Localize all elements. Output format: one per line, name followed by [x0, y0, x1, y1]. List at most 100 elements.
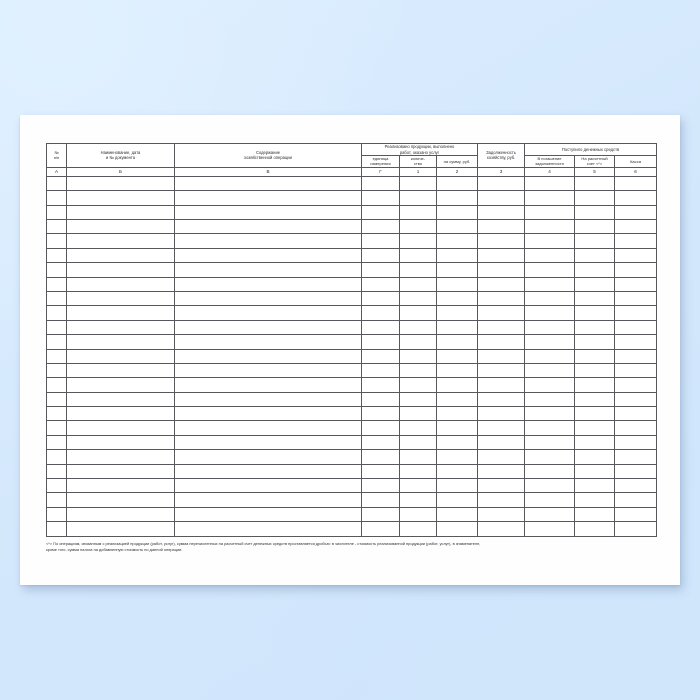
table-cell[interactable] — [614, 521, 658, 537]
table-cell[interactable] — [66, 348, 175, 364]
table-cell[interactable] — [524, 434, 576, 451]
table-cell[interactable] — [174, 190, 362, 206]
table-cell[interactable] — [477, 276, 526, 292]
table-row[interactable] — [46, 247, 658, 264]
table-cell[interactable] — [46, 463, 67, 480]
table-cell[interactable] — [66, 262, 175, 278]
table-cell[interactable] — [174, 218, 362, 235]
table-cell[interactable] — [361, 406, 400, 422]
table-cell[interactable] — [614, 348, 658, 364]
table-cell[interactable] — [174, 478, 362, 494]
table-cell[interactable] — [46, 233, 67, 249]
table-row[interactable] — [46, 463, 658, 480]
table-cell[interactable] — [614, 391, 658, 408]
table-cell[interactable] — [435, 319, 479, 336]
table-cell[interactable] — [524, 204, 576, 220]
table-cell[interactable] — [399, 290, 437, 307]
table-cell[interactable] — [46, 506, 67, 523]
table-cell[interactable] — [574, 521, 616, 537]
table-cell[interactable] — [435, 492, 479, 508]
table-cell[interactable] — [46, 175, 67, 192]
table-cell[interactable] — [574, 290, 616, 307]
table-cell[interactable] — [614, 276, 658, 292]
table-cell[interactable] — [524, 262, 576, 278]
table-cell[interactable] — [399, 377, 437, 393]
table-cell[interactable] — [477, 190, 526, 206]
table-cell[interactable] — [66, 319, 175, 336]
table-cell[interactable] — [477, 377, 526, 393]
table-cell[interactable] — [524, 276, 576, 292]
table-cell[interactable] — [614, 406, 658, 422]
table-cell[interactable] — [477, 262, 526, 278]
table-row[interactable] — [46, 262, 658, 278]
table-cell[interactable] — [361, 478, 400, 494]
table-row[interactable] — [46, 391, 658, 408]
table-cell[interactable] — [524, 492, 576, 508]
table-cell[interactable] — [477, 247, 526, 264]
table-cell[interactable] — [574, 262, 616, 278]
table-cell[interactable] — [361, 334, 400, 350]
table-cell[interactable] — [174, 521, 362, 537]
table-cell[interactable] — [66, 506, 175, 523]
table-cell[interactable] — [174, 276, 362, 292]
table-cell[interactable] — [399, 319, 437, 336]
table-cell[interactable] — [399, 391, 437, 408]
table-cell[interactable] — [574, 506, 616, 523]
table-cell[interactable] — [477, 391, 526, 408]
table-cell[interactable] — [66, 420, 175, 436]
table-cell[interactable] — [435, 290, 479, 307]
table-cell[interactable] — [614, 262, 658, 278]
table-cell[interactable] — [435, 190, 479, 206]
table-cell[interactable] — [614, 492, 658, 508]
table-row[interactable] — [46, 348, 658, 364]
table-cell[interactable] — [174, 391, 362, 408]
table-cell[interactable] — [435, 334, 479, 350]
table-cell[interactable] — [174, 290, 362, 307]
table-cell[interactable] — [574, 463, 616, 480]
table-cell[interactable] — [66, 276, 175, 292]
table-cell[interactable] — [524, 190, 576, 206]
table-cell[interactable] — [614, 175, 658, 192]
table-cell[interactable] — [614, 190, 658, 206]
table-cell[interactable] — [66, 434, 175, 451]
table-cell[interactable] — [46, 478, 67, 494]
table-cell[interactable] — [574, 276, 616, 292]
table-row[interactable] — [46, 434, 658, 451]
table-cell[interactable] — [174, 506, 362, 523]
table-row[interactable] — [46, 218, 658, 235]
table-cell[interactable] — [66, 190, 175, 206]
table-cell[interactable] — [477, 463, 526, 480]
table-cell[interactable] — [435, 233, 479, 249]
table-cell[interactable] — [399, 233, 437, 249]
table-cell[interactable] — [361, 247, 400, 264]
table-cell[interactable] — [524, 362, 576, 379]
table-cell[interactable] — [66, 218, 175, 235]
table-cell[interactable] — [66, 362, 175, 379]
table-cell[interactable] — [46, 190, 67, 206]
table-cell[interactable] — [46, 319, 67, 336]
table-row[interactable] — [46, 305, 658, 321]
table-cell[interactable] — [435, 305, 479, 321]
table-cell[interactable] — [399, 348, 437, 364]
table-row[interactable] — [46, 377, 658, 393]
table-row[interactable] — [46, 175, 658, 192]
table-cell[interactable] — [435, 377, 479, 393]
table-cell[interactable] — [477, 449, 526, 465]
table-cell[interactable] — [477, 305, 526, 321]
table-cell[interactable] — [524, 290, 576, 307]
table-row[interactable] — [46, 204, 658, 220]
table-cell[interactable] — [524, 175, 576, 192]
table-cell[interactable] — [174, 334, 362, 350]
table-cell[interactable] — [46, 377, 67, 393]
table-cell[interactable] — [435, 463, 479, 480]
table-cell[interactable] — [399, 247, 437, 264]
table-cell[interactable] — [66, 463, 175, 480]
table-row[interactable] — [46, 290, 658, 307]
table-cell[interactable] — [574, 406, 616, 422]
table-cell[interactable] — [399, 204, 437, 220]
table-cell[interactable] — [46, 276, 67, 292]
table-cell[interactable] — [435, 175, 479, 192]
table-cell[interactable] — [477, 434, 526, 451]
table-cell[interactable] — [524, 319, 576, 336]
table-cell[interactable] — [174, 305, 362, 321]
